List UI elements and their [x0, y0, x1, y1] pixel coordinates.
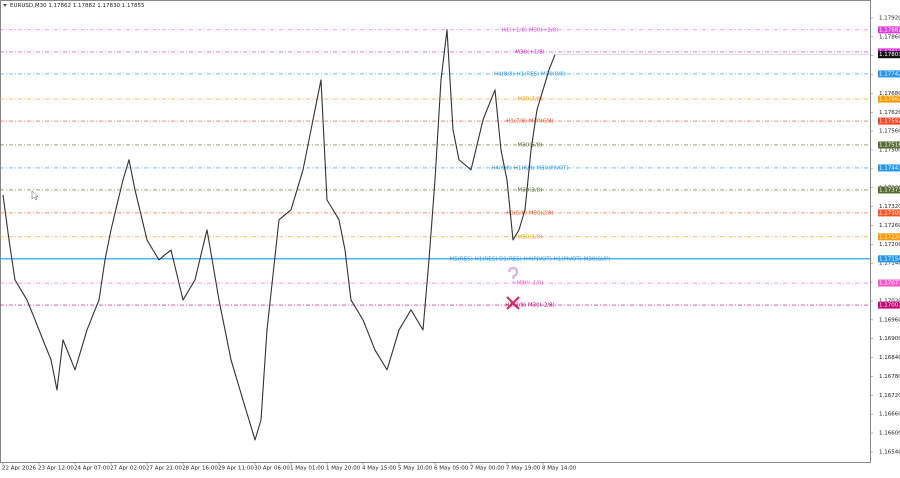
x-tick-label: 28 Apr 16:00: [182, 466, 218, 472]
y-tick-label: 1.17680: [879, 91, 900, 97]
level-price-tag: [878, 186, 900, 194]
x-tick-label: 6 May 05:00: [434, 466, 469, 472]
level-price-label: 1.17077: [879, 281, 900, 287]
level-price-tag: [878, 233, 900, 241]
level-price-tag: [878, 95, 900, 103]
level-price-tag: [878, 209, 900, 217]
mouse-cursor: [31, 190, 39, 201]
x-tick-label: 29 Apr 11:00: [218, 466, 254, 472]
y-tick-label: 1.17020: [879, 298, 900, 304]
x-tick-label: 5 May 10:00: [398, 466, 433, 472]
x-tick-label: 27 Apr 02:00: [110, 466, 146, 472]
level-price-tag: [878, 141, 900, 149]
level-price-tag: [878, 26, 900, 34]
price-line: [2, 29, 556, 441]
level-price-label: 1.17662: [879, 97, 900, 103]
y-tick-label: 1.17620: [879, 110, 900, 116]
level-label: H4(6/8) H1(6/8) M30(PIVOT): [491, 165, 568, 171]
level-price-label: 1.17007: [879, 303, 900, 309]
level-price-label: 1.17373: [879, 187, 900, 193]
level-label: H1(3/8) M30(-2/8): [505, 303, 554, 309]
y-tick-label: 1.16780: [879, 374, 900, 380]
last-price-tag: [878, 51, 900, 59]
level-label: M30(+1/8): [515, 49, 545, 55]
y-tick-label: 1.17140: [879, 261, 900, 267]
level-price-label: 1.17443: [879, 165, 900, 171]
level-label: M30(5/8): [518, 142, 543, 148]
x-tick-label: 1 May 01:00: [290, 466, 325, 472]
level-price-label: 1.17516: [879, 142, 900, 148]
last-price-label: 1.17803: [879, 52, 900, 58]
level-label: H4(8/8) H1(RES) M30(8/8): [494, 71, 566, 77]
level-label: H1(5/8) M30(2/8): [506, 210, 553, 216]
x-tick-label: 30 Apr 06:00: [254, 466, 290, 472]
y-tick-label: 1.16660: [879, 412, 900, 418]
y-tick-label: 1.16960: [879, 317, 900, 323]
x-tick-label: 7 May 19:00: [506, 466, 541, 472]
level-price-tag: [878, 255, 900, 263]
plot-frame: [0, 0, 871, 463]
level-price-tag: [878, 279, 900, 287]
y-tick-label: 1.17320: [879, 204, 900, 210]
y-tick-label: 1.17560: [879, 129, 900, 135]
y-tick-label: 1.16600: [879, 431, 900, 437]
level-label: M30(1/8): [518, 234, 543, 240]
y-tick-label: 1.17920: [879, 15, 900, 21]
level-price-label: 1.17742: [879, 71, 900, 77]
level-price-label: 1.17882: [879, 27, 900, 33]
collapse-icon: [3, 4, 7, 7]
x-tick-label: 23 Apr 12:00: [38, 466, 74, 472]
level-price-label: 1.17154: [879, 256, 900, 262]
x-tick-label: 24 Apr 07:00: [74, 466, 110, 472]
question-marker-dot: [512, 281, 515, 284]
x-tick-label: 27 Apr 21:00: [146, 466, 182, 472]
x-tick-label: 8 May 14:00: [542, 466, 577, 472]
y-tick-label: 1.16720: [879, 393, 900, 399]
question-marker: [507, 266, 519, 279]
x-tick-label: 4 May 15:00: [362, 466, 397, 472]
y-tick-label: 1.16540: [879, 449, 900, 455]
x-tick-label: 1 May 20:00: [326, 466, 361, 472]
level-price-tag: [878, 301, 900, 309]
level-price-label: 1.17300: [879, 210, 900, 216]
chart-header: EURUSD,M30 1.17862 1.17882 1.17830 1.178…: [10, 3, 145, 9]
level-label: H1(7/8) M30(6/8): [506, 119, 553, 125]
cross-marker: [506, 296, 520, 310]
x-tick-label: 22 Apr 2026: [2, 466, 37, 472]
level-price-tag: [878, 164, 900, 172]
y-tick-label: 1.17200: [879, 242, 900, 248]
level-label: M30(7/8): [518, 97, 543, 103]
level-price-tag: [878, 70, 900, 78]
level-label: M30(-1/8): [517, 281, 544, 287]
level-label: M30(3/8): [518, 187, 543, 193]
y-tick-label: 1.16840: [879, 355, 900, 361]
y-tick-label: 1.17860: [879, 34, 900, 40]
level-label: H1(+1/8) M30(+2/8): [502, 27, 559, 33]
level-label: M5(RES) H1(RES) D1(RES) H4(PIVOT) H1(PIV…: [450, 256, 611, 262]
level-price-label: 1.17592: [879, 119, 900, 125]
level-price-label: 1.17224: [879, 234, 900, 240]
y-tick-label: 1.16900: [879, 336, 900, 342]
level-price-tag: [878, 117, 900, 125]
y-tick-label: 1.17500: [879, 148, 900, 154]
y-tick-label: 1.17260: [879, 223, 900, 229]
x-tick-label: 7 May 00:00: [470, 466, 505, 472]
